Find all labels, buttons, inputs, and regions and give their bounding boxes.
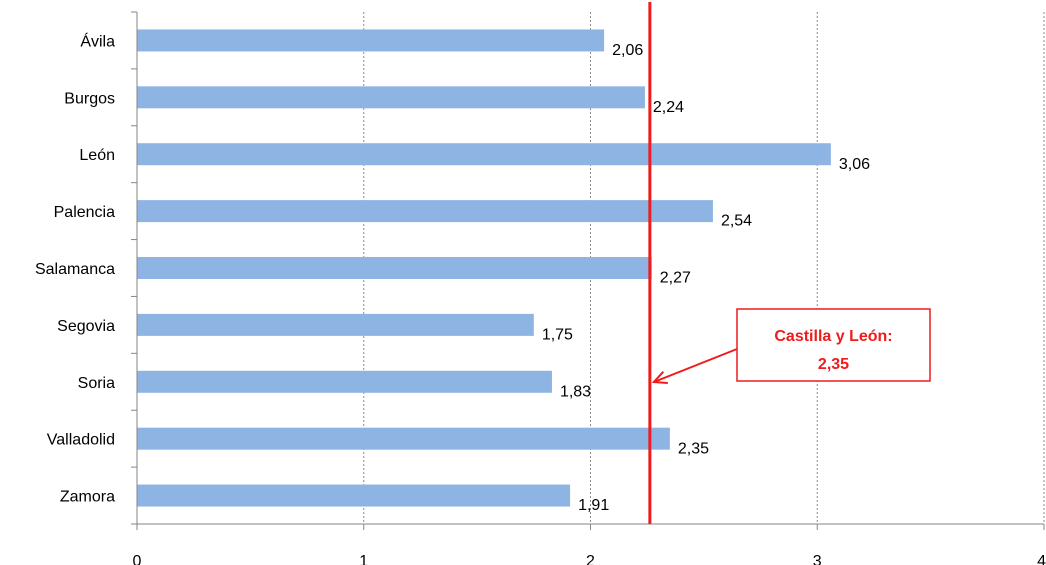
axes xyxy=(131,11,1045,530)
bar xyxy=(137,427,670,450)
bar xyxy=(137,29,605,52)
value-label: 3,06 xyxy=(839,156,870,173)
category-label: Segovia xyxy=(57,318,115,335)
bar xyxy=(137,86,645,109)
reference-annotation: Castilla y León: 2,35 xyxy=(648,2,931,524)
bar xyxy=(137,313,534,336)
bar xyxy=(137,257,652,279)
x-tick-label: 2 xyxy=(586,553,595,565)
reference-label-box xyxy=(736,308,931,382)
bar xyxy=(137,200,713,223)
category-label: León xyxy=(79,147,115,164)
category-label: Salamanca xyxy=(35,261,115,278)
value-label: 1,91 xyxy=(578,497,609,514)
value-labels: 2,06 2,24 3,06 2,54 2,27 1,75 1,83 2,35 1,91 xyxy=(542,42,870,514)
x-tick-label: 0 xyxy=(133,553,142,565)
category-label: Soria xyxy=(78,375,115,392)
bar xyxy=(137,143,831,166)
x-tick-label: 4 xyxy=(1037,553,1046,565)
category-labels: Ávila Burgos León Palencia Salamanca Segovia S… xyxy=(35,31,115,505)
category-label: Palencia xyxy=(54,204,115,221)
reference-arrow-head xyxy=(651,371,668,385)
category-label: Burgos xyxy=(64,90,115,107)
reference-label-line1: Castilla y León: xyxy=(774,328,892,345)
bar xyxy=(137,370,552,393)
value-label: 2,54 xyxy=(721,213,752,230)
value-label: 2,06 xyxy=(612,42,643,59)
bars xyxy=(137,29,831,507)
value-label: 1,83 xyxy=(560,383,591,400)
value-label: 1,75 xyxy=(542,326,573,343)
x-tick-labels: 0 1 2 3 4 xyxy=(133,553,1046,565)
x-tick-label: 3 xyxy=(813,553,822,565)
value-label: 2,27 xyxy=(660,270,691,287)
bar xyxy=(137,484,571,507)
x-tick-label: 1 xyxy=(359,553,368,565)
reference-label-line2: 2,35 xyxy=(818,356,849,373)
category-label: Valladolid xyxy=(47,432,115,449)
value-label: 2,24 xyxy=(653,99,684,116)
category-label: Zamora xyxy=(60,489,115,506)
category-label: Ávila xyxy=(80,31,115,50)
value-label: 2,35 xyxy=(678,440,709,457)
reference-arrow xyxy=(653,348,738,383)
